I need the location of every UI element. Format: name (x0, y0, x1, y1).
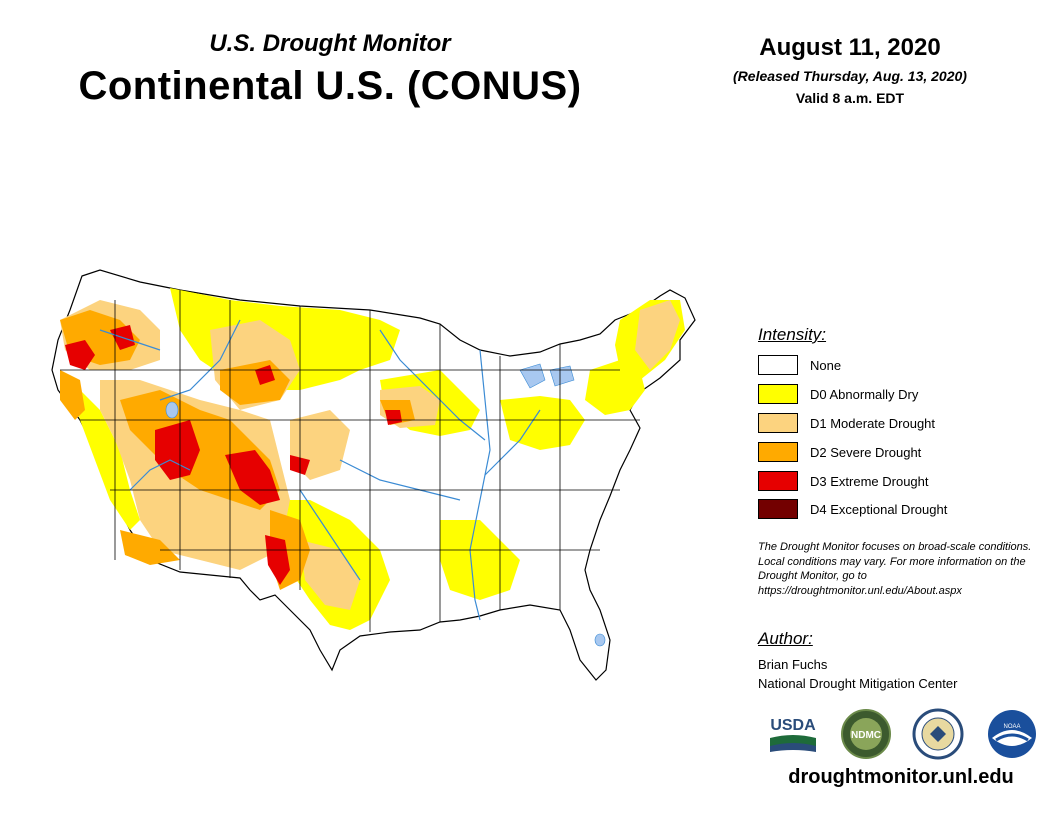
author-heading: Author: (758, 629, 813, 648)
ndmc-logo-text: NDMC (851, 730, 881, 741)
ndmc-logo: NDMC (841, 709, 891, 759)
rivers (99, 319, 541, 621)
noaa-logo: NOAA (988, 710, 1036, 758)
legend-swatch (758, 442, 798, 462)
legend-swatch (758, 471, 798, 491)
author-org: National Drought Mitigation Center (758, 676, 958, 691)
legend-label: D0 Abnormally Dry (810, 386, 919, 402)
release-date: (Released Thursday, Aug. 13, 2020) (733, 68, 967, 84)
website-url: droughtmonitor.unl.edu (788, 766, 1014, 788)
legend-item-d2: D2 Severe Drought (758, 441, 921, 463)
legend-label: None (810, 357, 842, 373)
legend-swatch (758, 413, 798, 433)
legend-item-d1: D1 Moderate Drought (758, 412, 935, 434)
legend-item-d0: D0 Abnormally Dry (758, 383, 918, 405)
legend-swatch (758, 499, 798, 519)
noaa-logo-text: NOAA (1003, 724, 1020, 730)
conus-drought-map (51, 269, 696, 681)
valid-date: August 11, 2020 (759, 34, 941, 61)
legend-swatch (758, 384, 798, 404)
legend-item-d4: D4 Exceptional Drought (758, 498, 947, 520)
map-subtitle: U.S. Drought Monitor (209, 30, 451, 57)
legend-label: D2 Severe Drought (810, 444, 922, 460)
legend-item-d3: D3 Extreme Drought (758, 470, 929, 492)
legend-item-none: None (758, 354, 841, 376)
d3-areas (65, 325, 402, 585)
usda-logo: USDA (770, 717, 816, 752)
state-boundaries (60, 290, 640, 632)
legend-heading: Intensity: (758, 325, 827, 344)
usda-logo-text: USDA (770, 717, 816, 734)
legend-swatch (758, 355, 798, 375)
legend-label: D3 Extreme Drought (810, 473, 929, 489)
commerce-seal-logo (912, 708, 964, 760)
legend-label: D1 Moderate Drought (810, 415, 936, 431)
map-title: Continental U.S. (CONUS) (78, 64, 582, 108)
valid-time: Valid 8 a.m. EDT (795, 90, 905, 106)
legend-label: D4 Exceptional Drought (810, 501, 948, 517)
author-name: Brian Fuchs (758, 657, 828, 672)
info-note: The Drought Monitor focuses on broad-sca… (758, 541, 1032, 597)
